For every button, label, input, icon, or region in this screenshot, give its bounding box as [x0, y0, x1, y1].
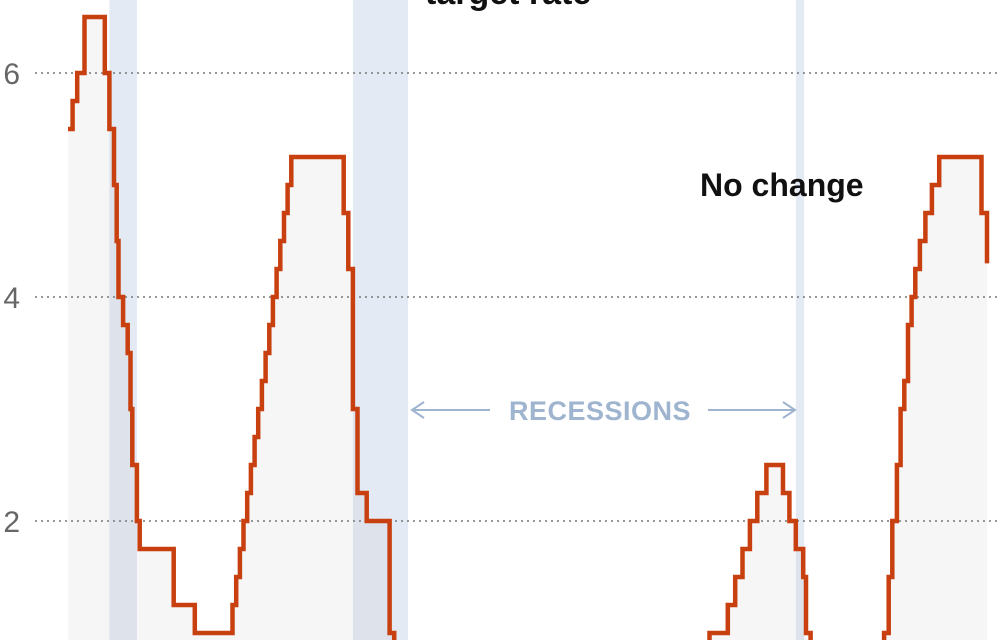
y-tick-4: 4 — [3, 282, 20, 315]
rate-line-group — [68, 14, 990, 640]
no-change-label: No change — [700, 167, 864, 203]
y-tick-labels: 2 4 6 — [3, 58, 20, 539]
rate-line — [68, 14, 990, 640]
recessions-annotation: RECESSIONS — [410, 396, 797, 426]
recessions-label: RECESSIONS — [509, 396, 691, 426]
recessions-arrowhead-left — [410, 401, 425, 419]
recessions-arrowhead-right — [782, 401, 797, 419]
series-area — [68, 17, 987, 640]
recession-band-1 — [352, 0, 409, 640]
area-fill — [68, 17, 987, 640]
y-tick-2: 2 — [3, 506, 20, 539]
title-fragment: target rate — [425, 0, 591, 12]
gridlines — [35, 72, 1000, 522]
recession-band-2 — [795, 0, 805, 640]
recession-bands — [109, 0, 805, 640]
y-tick-6: 6 — [3, 58, 20, 91]
